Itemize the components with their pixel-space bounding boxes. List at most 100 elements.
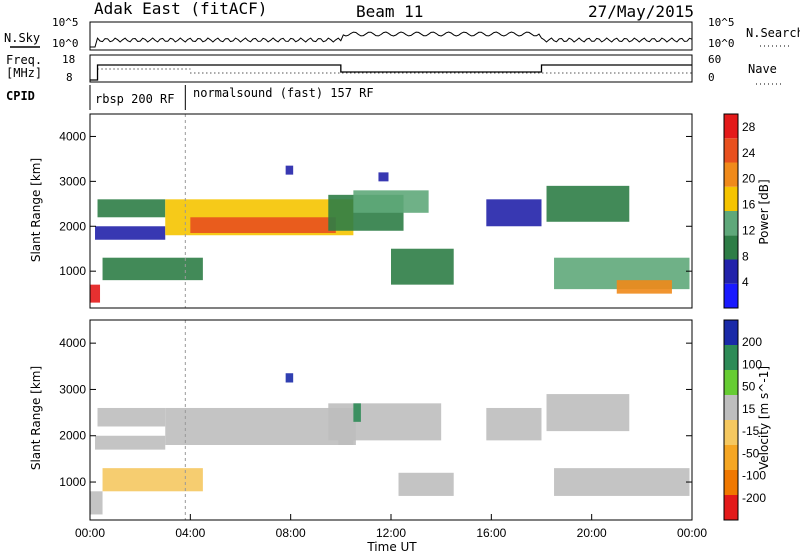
velocity-colorbar-seg-5 (724, 370, 738, 395)
velocity-colorbar-tick-1: 100 (742, 357, 762, 371)
time-tick-label-5: 20:00 (577, 526, 607, 540)
date-title: 27/May/2015 (588, 2, 694, 21)
nsky-label: N.Sky (4, 31, 40, 45)
power-region-12 (616, 280, 672, 294)
power-ytick-label-3: 4000 (59, 129, 86, 143)
power-colorbar-seg-6 (724, 138, 738, 163)
nave-tick-top: 60 (708, 53, 721, 66)
nsearch-label: N.Search (746, 26, 800, 40)
power-colorbar-seg-2 (724, 235, 738, 260)
velocity-region-4 (165, 407, 354, 445)
power-colorbar-label: Power [dB] (757, 179, 771, 244)
power-ylabel: Slant Range [km] (29, 158, 43, 262)
velocity-ytick-label-0: 1000 (59, 475, 86, 489)
velocity-ylabel: Slant Range [km] (29, 366, 43, 470)
velocity-ytick-label-3: 4000 (59, 336, 86, 350)
noise-tick-bottom-right: 10^0 (708, 37, 735, 50)
power-colorbar-tick-0: 4 (742, 275, 749, 289)
velocity-region-8 (486, 407, 542, 441)
velocity-colorbar-tick-0: 200 (742, 335, 762, 349)
velocity-colorbar-seg-6 (724, 345, 738, 370)
velocity-colorbar-tick-6: -100 (742, 469, 766, 483)
power-colorbar-seg-1 (724, 259, 738, 284)
velocity-colorbar-seg-0 (724, 495, 738, 520)
freq-trace (90, 64, 692, 81)
power-region-14 (378, 172, 389, 182)
power-region-2 (95, 226, 166, 240)
power-ytick-label-0: 1000 (59, 264, 86, 278)
velocity-region-3 (102, 468, 203, 492)
nave-tick-bottom: 0 (708, 71, 715, 84)
freq-tick-top: 18 (62, 53, 75, 66)
velocity-colorbar-seg-1 (724, 470, 738, 495)
power-ytick-label-1: 2000 (59, 219, 86, 233)
power-colorbar-tick-2: 12 (742, 223, 756, 237)
velocity-colorbar-tick-4: -15 (742, 424, 760, 438)
station-title: Adak East (fitACF) (94, 0, 267, 18)
time-tick-label-3: 12:00 (376, 526, 406, 540)
velocity-region-0 (97, 407, 166, 427)
velocity-region-10 (554, 468, 690, 496)
power-ytick-label-2: 3000 (59, 174, 86, 188)
power-colorbar-frame (723, 113, 739, 309)
power-colorbar-tick-6: 28 (742, 120, 756, 134)
cpid-mode-rbsp: rbsp 200 RF (95, 92, 174, 106)
velocity-region-11 (285, 373, 294, 383)
time-tick-label-1: 04:00 (175, 526, 205, 540)
time-tick-label-2: 08:00 (276, 526, 306, 540)
power-colorbar-tick-3: 16 (742, 198, 756, 212)
velocity-region-9 (546, 394, 630, 432)
time-tick-label-6: 00:00 (677, 526, 707, 540)
cpid-mode-normalsound: normalsound (fast) 157 RF (193, 86, 374, 100)
power-colorbar-seg-3 (724, 211, 738, 236)
time-tick-label-4: 16:00 (476, 526, 506, 540)
velocity-colorbar-tick-5: -50 (742, 446, 760, 460)
velocity-colorbar-seg-3 (724, 420, 738, 445)
power-colorbar-tick-1: 8 (742, 249, 749, 263)
power-region-0 (90, 284, 101, 303)
freq-panel-frame (89, 54, 693, 83)
velocity-region-12 (353, 403, 361, 422)
power-region-1 (97, 199, 166, 218)
freq-tick-bottom: 8 (66, 71, 73, 84)
velocity-colorbar-tick-2: 50 (742, 380, 756, 394)
power-colorbar-seg-4 (724, 186, 738, 211)
cpid-label: CPID (6, 89, 35, 103)
power-colorbar-tick-4: 20 (742, 172, 756, 186)
velocity-region-2 (90, 491, 103, 515)
power-region-5 (190, 217, 336, 234)
power-region-9 (486, 199, 542, 227)
velocity-region-7 (398, 472, 454, 496)
power-region-10 (546, 185, 630, 222)
power-colorbar-seg-7 (724, 114, 738, 139)
velocity-region-6 (338, 421, 356, 445)
power-colorbar-seg-5 (724, 162, 738, 187)
velocity-region-1 (95, 435, 166, 450)
noise-tick-top-left: 10^5 (52, 16, 79, 29)
nsky-trace (90, 31, 693, 48)
power-region-8 (391, 248, 454, 285)
velocity-colorbar-seg-7 (724, 320, 738, 345)
noise-panel-frame (89, 21, 693, 51)
velocity-colorbar-tick-3: 15 (742, 402, 756, 416)
beam-title: Beam 11 (356, 2, 423, 21)
power-region-7 (353, 190, 429, 213)
power-region-13 (285, 165, 294, 175)
velocity-colorbar-seg-2 (724, 445, 738, 470)
velocity-colorbar-seg-4 (724, 395, 738, 420)
time-tick-label-0: 00:00 (75, 526, 105, 540)
noise-tick-top-right: 10^5 (708, 16, 735, 29)
power-colorbar-seg-0 (724, 283, 738, 308)
freq-label: Freq. (6, 53, 42, 67)
power-region-3 (102, 257, 203, 281)
freq-unit-label: [MHz] (6, 66, 42, 80)
power-panel-frame (89, 113, 693, 309)
velocity-colorbar-tick-7: -200 (742, 491, 766, 505)
velocity-ytick-label-1: 2000 (59, 429, 86, 443)
velocity-ytick-label-2: 3000 (59, 382, 86, 396)
noise-tick-bottom-left: 10^0 (52, 37, 79, 50)
time-axis-label: Time UT (366, 540, 417, 554)
nave-label: Nave (748, 62, 777, 76)
power-colorbar-tick-5: 24 (742, 146, 756, 160)
